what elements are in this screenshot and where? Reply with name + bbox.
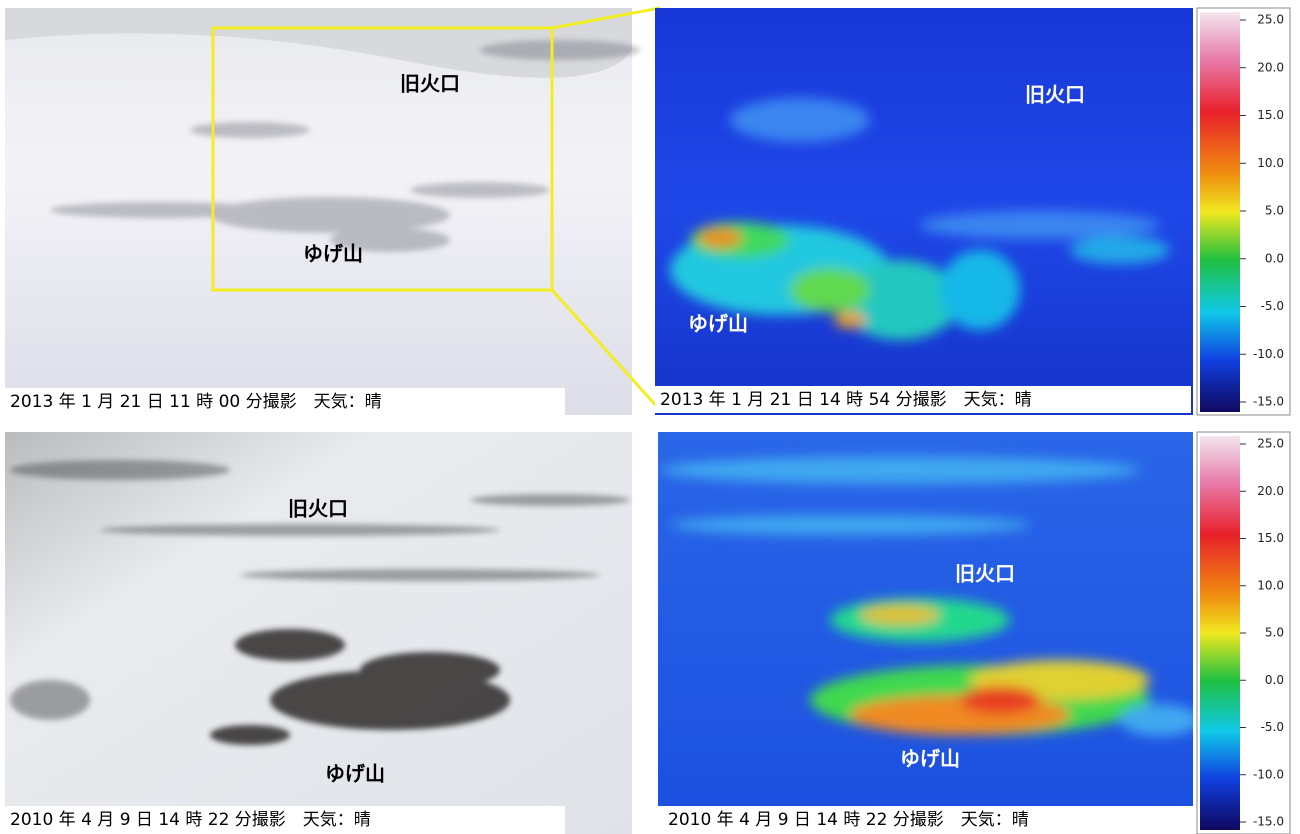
tick-label: 25.0 xyxy=(1257,437,1284,451)
tick-label: -15.0 xyxy=(1253,815,1284,829)
place-label: ゆげ山 xyxy=(303,242,363,266)
tick-label: -5.0 xyxy=(1261,299,1284,313)
tick-label: 15.0 xyxy=(1257,531,1284,545)
photo-2013 xyxy=(5,6,662,415)
place-label: 旧火口 xyxy=(400,72,460,96)
tick-label: 0.0 xyxy=(1265,251,1284,265)
place-label: 旧火口 xyxy=(1025,83,1085,107)
thermal-2010 xyxy=(658,432,1193,834)
tick-label: 20.0 xyxy=(1257,60,1284,74)
tick-label: 5.0 xyxy=(1265,204,1284,218)
place-label: ゆげ山 xyxy=(900,747,960,771)
caption-background xyxy=(655,386,1191,413)
tick-label: -15.0 xyxy=(1253,395,1284,409)
colorbar xyxy=(1200,436,1240,830)
tick-label: 0.0 xyxy=(1265,673,1284,687)
caption-background xyxy=(5,806,565,834)
colorbar xyxy=(1200,12,1240,412)
tick-label: -5.0 xyxy=(1261,720,1284,734)
place-label: 旧火口 xyxy=(955,562,1015,586)
tick-label: -10.0 xyxy=(1253,347,1284,361)
tick-label: 10.0 xyxy=(1257,156,1284,170)
caption-background xyxy=(5,388,565,415)
place-label: ゆげ山 xyxy=(688,312,748,336)
tick-label: -10.0 xyxy=(1253,767,1284,781)
caption: 2010 年 4 月 9 日 14 時 22 分撮影 天気：晴 xyxy=(10,810,371,830)
photo-2010 xyxy=(5,432,632,834)
tick-label: 15.0 xyxy=(1257,108,1284,122)
caption: 2013 年 1 月 21 日 14 時 54 分撮影 天気：晴 xyxy=(660,390,1032,410)
tick-label: 20.0 xyxy=(1257,484,1284,498)
tick-label: 5.0 xyxy=(1265,626,1284,640)
tick-label: 25.0 xyxy=(1257,13,1284,27)
caption: 2013 年 1 月 21 日 11 時 00 分撮影 天気：晴 xyxy=(10,392,382,412)
place-label: ゆげ山 xyxy=(325,762,385,786)
caption-background xyxy=(658,806,1193,834)
place-label: 旧火口 xyxy=(288,497,348,521)
caption: 2010 年 4 月 9 日 14 時 22 分撮影 天気：晴 xyxy=(668,810,1029,830)
tick-label: 10.0 xyxy=(1257,578,1284,592)
thermal-2013 xyxy=(655,8,1193,415)
